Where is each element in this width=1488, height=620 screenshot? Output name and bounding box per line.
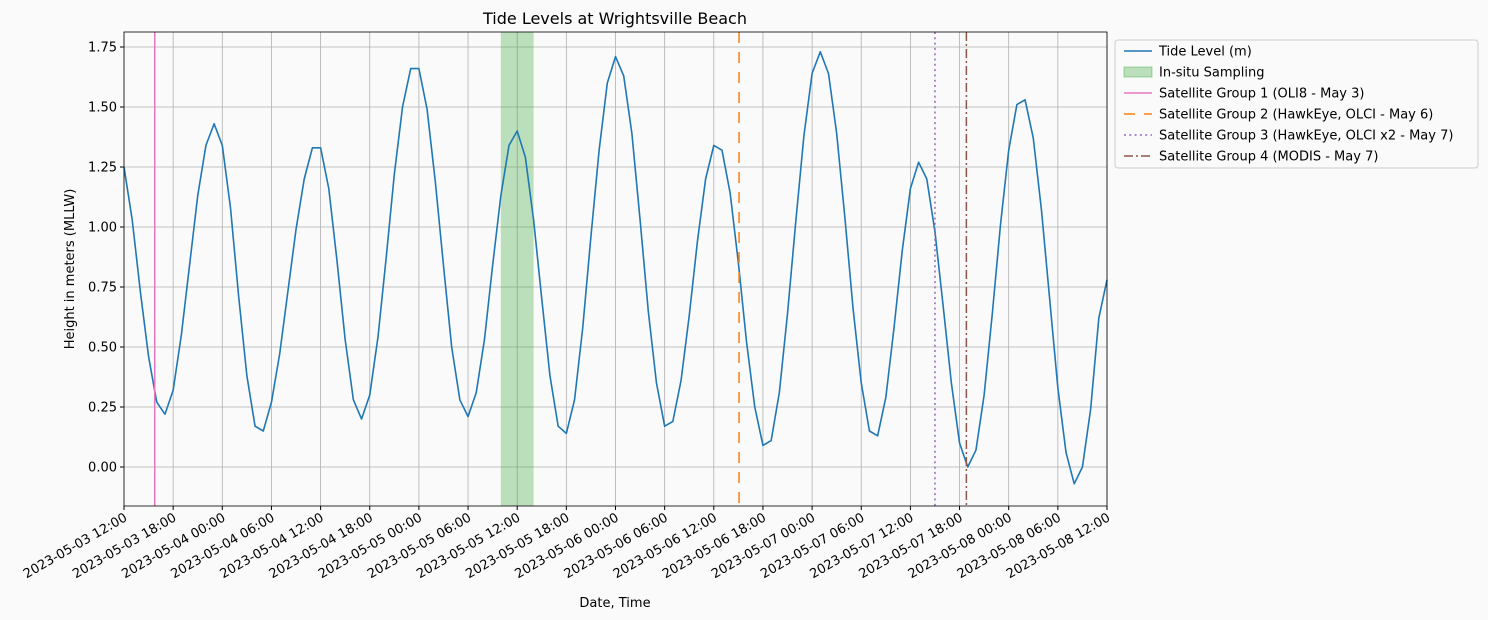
y-tick-label: 0.25	[88, 401, 117, 416]
y-tick-label: 0.50	[88, 341, 117, 356]
legend-box	[1114, 39, 1479, 169]
y-tick-label: 1.50	[88, 101, 117, 116]
legend: Tide Level (m) In-situ Sampling Satellite …	[1114, 39, 1479, 169]
legend-label: Satellite Group 1 (OLI8 - May 3)	[1159, 87, 1364, 102]
y-tick-label: 0.75	[88, 281, 117, 296]
y-tick-label: 1.25	[88, 161, 117, 176]
y-tick-label: 1.00	[88, 221, 117, 236]
legend-label: Satellite Group 3 (HawkEye, OLCI x2 - Ma…	[1159, 129, 1453, 144]
tide-line	[123, 51, 1108, 485]
y-tick-label: 0.00	[88, 461, 117, 476]
legend-label: Satellite Group 4 (MODIS - May 7)	[1159, 150, 1378, 165]
y-tick-label: 1.75	[88, 41, 117, 56]
chart-title: Tide Levels at Wrightsville Beach	[482, 9, 747, 28]
y-axis-label: Height in meters (MLLW)	[63, 189, 78, 350]
x-axis-label: Date, Time	[579, 596, 650, 611]
legend-swatch	[1123, 66, 1153, 78]
span	[500, 32, 534, 506]
legend-label: In-situ Sampling	[1159, 66, 1264, 81]
legend-label: Tide Level (m)	[1158, 45, 1252, 60]
legend-label: Satellite Group 2 (HawkEye, OLCI - May 6…	[1159, 108, 1433, 123]
plot-frame	[123, 31, 1108, 507]
